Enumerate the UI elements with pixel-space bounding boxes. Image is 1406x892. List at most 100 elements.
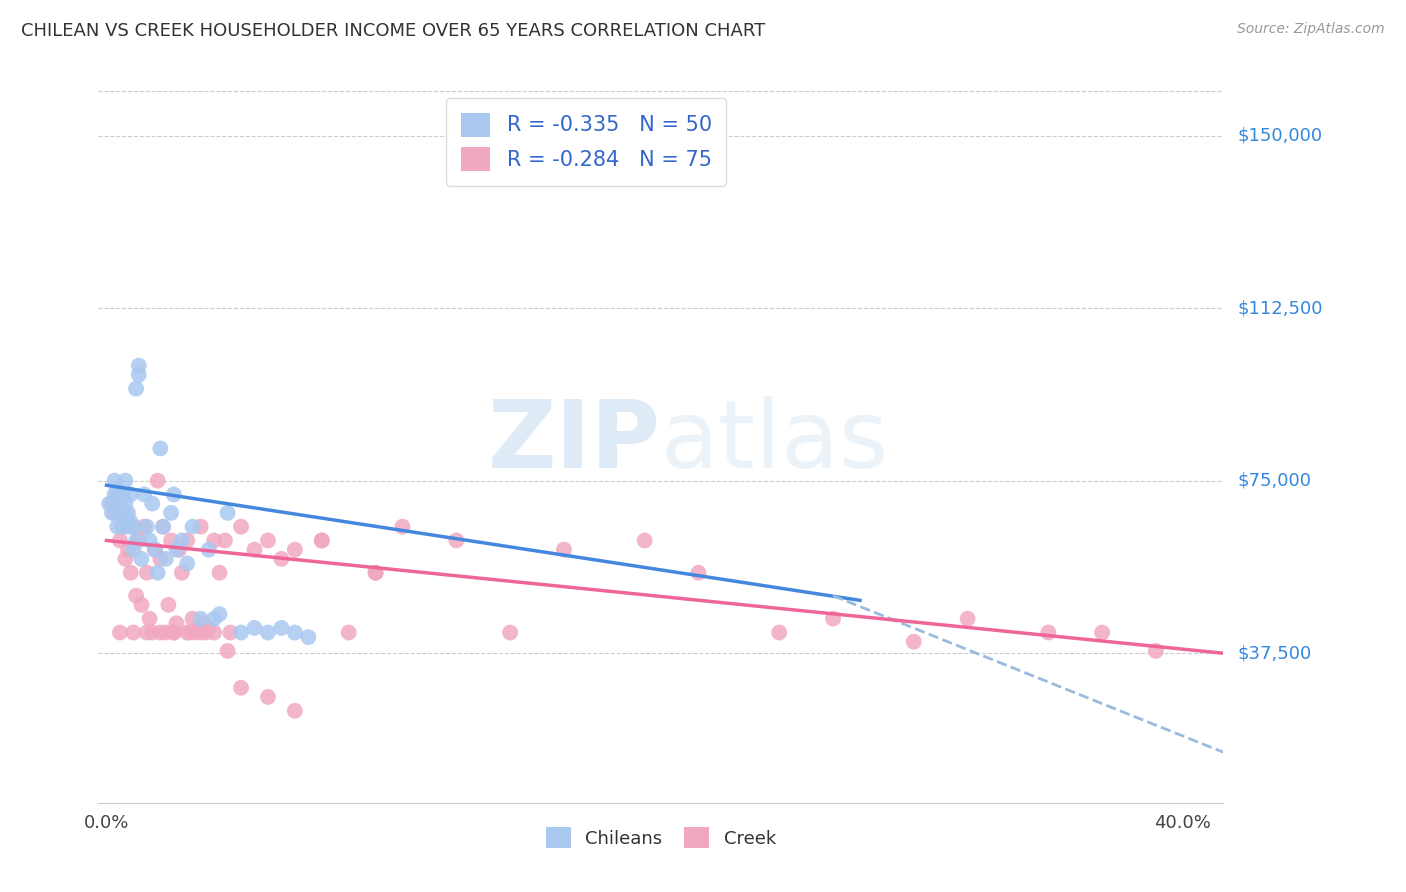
Point [208, 566, 231, 580]
Point [197, 542, 219, 557]
Point [111, 487, 134, 501]
Point [128, 368, 150, 382]
Point [208, 607, 231, 621]
Point [108, 497, 131, 511]
Point [103, 474, 125, 488]
Point [337, 625, 360, 640]
Point [125, 382, 148, 396]
Point [297, 630, 319, 644]
Point [170, 533, 193, 548]
Point [176, 625, 198, 640]
Point [98, 497, 121, 511]
Point [284, 704, 307, 718]
Point [138, 612, 160, 626]
Point [202, 625, 225, 640]
Point [114, 552, 136, 566]
Point [1144, 644, 1167, 658]
Point [122, 519, 145, 533]
Point [364, 566, 387, 580]
Point [190, 625, 212, 640]
Point [160, 533, 183, 548]
Point [217, 506, 239, 520]
Point [1038, 625, 1060, 640]
Point [270, 552, 292, 566]
Point [311, 533, 333, 548]
Point [135, 625, 157, 640]
Point [103, 487, 125, 501]
Point [114, 474, 136, 488]
Text: ZIP: ZIP [488, 395, 661, 488]
Point [117, 542, 139, 557]
Point [101, 497, 124, 511]
Legend: Chileans, Creek: Chileans, Creek [538, 820, 783, 855]
Point [128, 533, 150, 548]
Point [229, 681, 252, 695]
Point [114, 497, 136, 511]
Point [149, 625, 172, 640]
Point [202, 612, 225, 626]
Point [768, 625, 790, 640]
Point [184, 625, 207, 640]
Point [155, 625, 177, 640]
Point [229, 519, 252, 533]
Point [214, 533, 236, 548]
Point [134, 519, 156, 533]
Point [257, 690, 280, 704]
Point [187, 621, 209, 635]
Point [284, 625, 307, 640]
Point [149, 552, 172, 566]
Point [141, 497, 163, 511]
Point [190, 519, 212, 533]
Point [134, 487, 156, 501]
Point [217, 644, 239, 658]
Point [152, 519, 174, 533]
Point [634, 533, 657, 548]
Point [108, 625, 131, 640]
Point [176, 533, 198, 548]
Point [143, 542, 166, 557]
Point [105, 483, 128, 497]
Point [122, 542, 145, 557]
Point [1091, 625, 1114, 640]
Point [141, 625, 163, 640]
Text: atlas: atlas [661, 395, 889, 488]
Point [111, 519, 134, 533]
Point [499, 625, 522, 640]
Point [143, 542, 166, 557]
Point [181, 612, 204, 626]
Point [257, 625, 280, 640]
Point [146, 566, 169, 580]
Point [131, 598, 153, 612]
Point [167, 542, 190, 557]
Point [120, 487, 142, 501]
Point [125, 533, 148, 548]
Point [114, 506, 136, 520]
Point [243, 621, 266, 635]
Text: $37,500: $37,500 [1237, 644, 1312, 662]
Point [229, 625, 252, 640]
Point [176, 557, 198, 571]
Point [190, 612, 212, 626]
Text: $112,500: $112,500 [1237, 299, 1323, 317]
Point [157, 598, 180, 612]
Point [553, 542, 575, 557]
Point [163, 625, 186, 640]
Point [122, 625, 145, 640]
Point [135, 519, 157, 533]
Point [243, 542, 266, 557]
Point [163, 625, 186, 640]
Point [105, 487, 128, 501]
Point [105, 519, 128, 533]
Point [166, 542, 188, 557]
Point [117, 506, 139, 520]
Point [138, 533, 160, 548]
Point [108, 533, 131, 548]
Point [120, 566, 142, 580]
Point [160, 506, 183, 520]
Point [179, 625, 201, 640]
Point [311, 533, 333, 548]
Point [202, 533, 225, 548]
Point [135, 566, 157, 580]
Text: Source: ZipAtlas.com: Source: ZipAtlas.com [1237, 22, 1385, 37]
Point [146, 474, 169, 488]
